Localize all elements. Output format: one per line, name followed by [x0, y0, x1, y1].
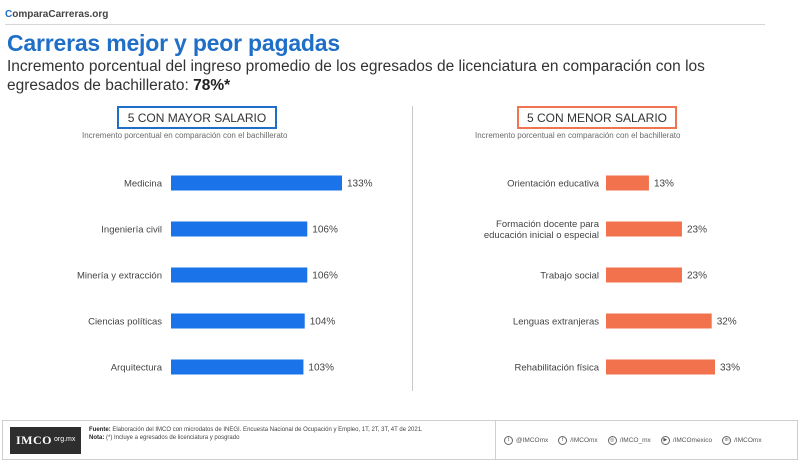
- instagram-icon: ◎: [607, 435, 617, 445]
- subtitle-value: 78%*: [193, 77, 231, 94]
- value-label-low: 23%: [687, 225, 707, 236]
- logo-text: IMCO: [16, 433, 52, 447]
- youtube-icon: ▶: [660, 435, 670, 445]
- panel-note-low: Incremento porcentual en comparación con…: [475, 131, 681, 140]
- social-link[interactable]: t @IMCOmx: [504, 435, 549, 445]
- value-label-high: 104%: [310, 317, 336, 328]
- page-subtitle: Incremento porcentual del ingreso promed…: [7, 57, 767, 95]
- logo-domain: org.mx: [54, 436, 76, 443]
- category-label-high: Arquitectura: [111, 363, 163, 374]
- value-label-high: 133%: [347, 179, 373, 190]
- panel-title-low: 5 CON MENOR SALARIO: [517, 106, 677, 129]
- twitter-icon: t: [504, 435, 513, 445]
- linkedin-icon: in: [722, 435, 732, 445]
- value-label-low: 13%: [654, 179, 674, 190]
- header-divider: [5, 24, 765, 25]
- category-label-low: Lenguas extranjeras: [513, 317, 599, 328]
- category-label-high: Medicina: [124, 179, 163, 190]
- bar-high: [171, 221, 308, 237]
- social-handle: /IMCOmexico: [672, 436, 713, 444]
- bar-low: [606, 267, 682, 283]
- site-brand-rest: omparaCarreras.org: [12, 9, 109, 20]
- social-link[interactable]: in/IMCOmx: [722, 435, 762, 445]
- category-label-high: Ingeniería civil: [101, 225, 162, 236]
- social-link[interactable]: ◎/IMCO_mx: [607, 435, 651, 445]
- bar-low: [606, 175, 649, 191]
- site-brand-initial: C: [5, 9, 13, 20]
- value-label-low: 33%: [720, 363, 740, 374]
- value-label-low: 23%: [687, 271, 707, 282]
- social-handle: @IMCOmx: [516, 436, 549, 444]
- site-brand: ComparaCarreras.org: [5, 9, 108, 20]
- bar-low: [606, 359, 715, 375]
- social-handle: /IMCOmx: [734, 436, 762, 444]
- category-label-high: Minería y extracción: [77, 271, 162, 282]
- social-links: t @IMCOmx f/IMCOmx ◎/IMCO_mx ▶/IMCOmexico in /…: [495, 421, 762, 459]
- source-text: Elaboración del IMCO con microdatos de I…: [110, 427, 423, 433]
- bar-high: [171, 359, 304, 375]
- subtitle-text: Incremento porcentual del ingreso promed…: [7, 58, 705, 94]
- bar-high: [171, 313, 305, 329]
- bar-low: [606, 313, 712, 329]
- social-handle: /IMCOmx: [570, 436, 598, 444]
- social-link[interactable]: f/IMCOmx: [558, 435, 598, 445]
- social-link[interactable]: ▶/IMCOmexico: [660, 435, 713, 445]
- note-text: (*) Incluye a egresados de licenciatura …: [104, 435, 240, 441]
- source-line: Fuente: Elaboración del IMCO con microda…: [89, 426, 484, 434]
- panel-divider: [412, 106, 413, 391]
- bar-high: [171, 175, 342, 191]
- imco-logo: IMCO org.mx: [10, 427, 81, 454]
- value-label-high: 106%: [312, 225, 338, 236]
- category-label-low: Orientación educativa: [507, 179, 600, 190]
- social-handle: /IMCO_mx: [619, 436, 651, 444]
- category-label-high: Ciencias políticas: [88, 317, 162, 328]
- category-label-low: Formación docente para: [496, 219, 600, 230]
- source-label: Fuente:: [89, 427, 111, 433]
- page-title: Carreras mejor y peor pagadas: [7, 30, 340, 56]
- note-line: Nota: (*) Incluye a egresados de licenci…: [89, 434, 484, 442]
- category-label-low: Trabajo social: [540, 271, 599, 282]
- bar-low: [606, 221, 682, 237]
- value-label-high: 106%: [312, 271, 338, 282]
- bar-high: [171, 267, 308, 283]
- facebook-icon: f: [558, 435, 568, 445]
- category-label-low: educación inicial o especial: [484, 230, 599, 241]
- category-label-low: Rehabilitación física: [515, 363, 600, 374]
- value-label-low: 32%: [717, 317, 737, 328]
- source-note: Fuente: Elaboración del IMCO con microda…: [89, 426, 484, 442]
- panel-title-high: 5 CON MAYOR SALARIO: [117, 106, 277, 129]
- panel-note-high: Incremento porcentual en comparación con…: [82, 131, 288, 140]
- footer: IMCO org.mx Fuente: Elaboración del IMCO…: [2, 420, 798, 460]
- note-label: Nota:: [89, 435, 105, 441]
- value-label-high: 103%: [308, 363, 334, 374]
